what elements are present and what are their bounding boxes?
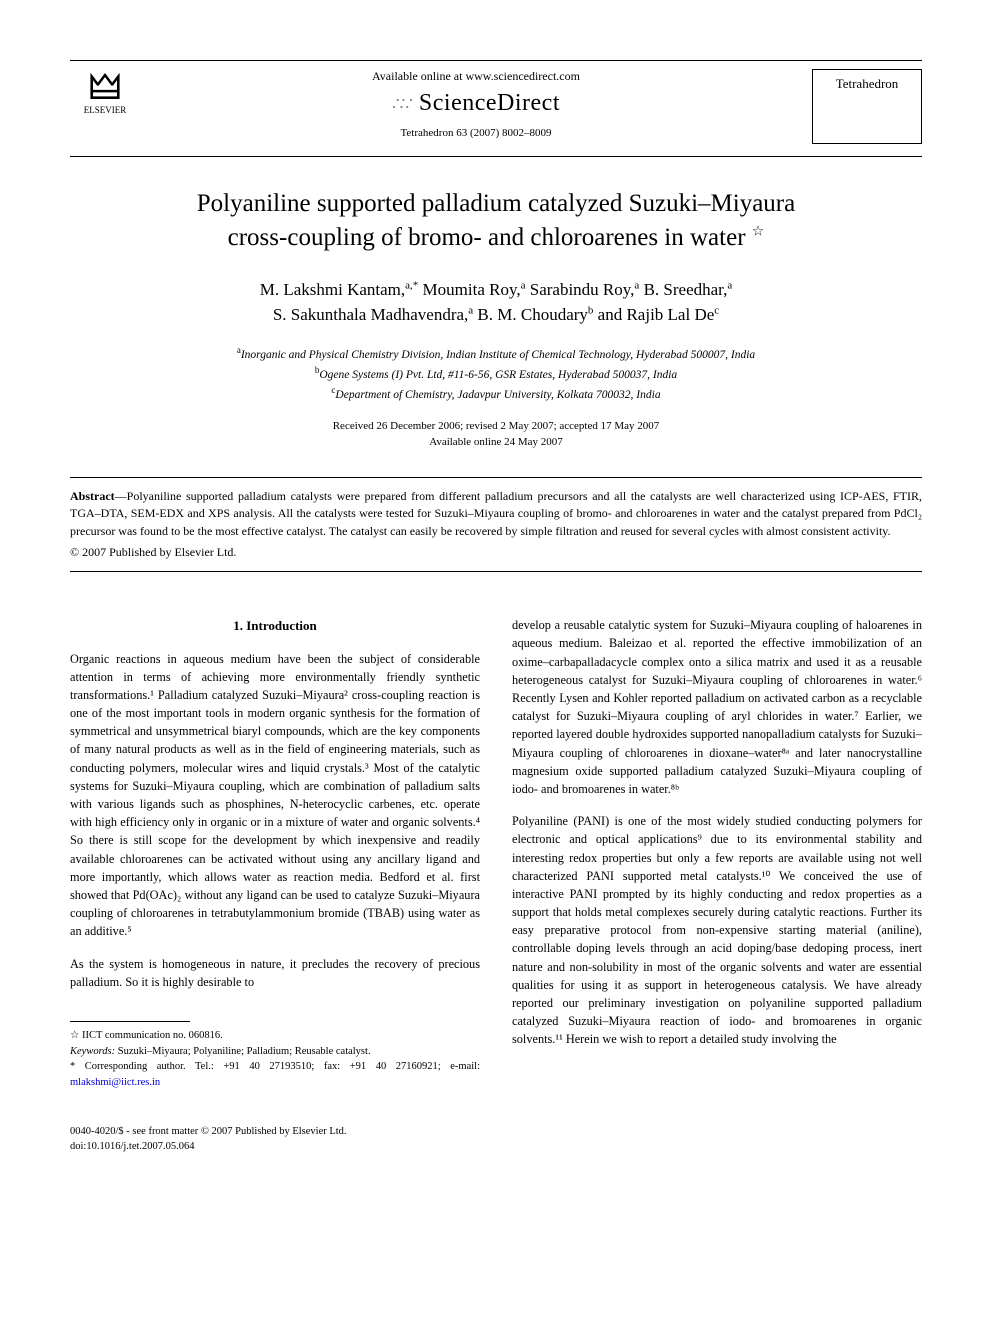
- journal-header: 🜲 ELSEVIER Available online at www.scien…: [70, 60, 922, 157]
- title-footnote-star-icon: ☆: [752, 224, 765, 239]
- abstract-label: Abstract: [70, 489, 115, 503]
- keywords-line: Keywords: Suzuki–Miyaura; Polyaniline; P…: [70, 1044, 480, 1060]
- abstract-text: —Polyaniline supported palladium catalys…: [70, 489, 922, 538]
- article-dates: Received 26 December 2006; revised 2 May…: [70, 418, 922, 451]
- publisher-name: ELSEVIER: [70, 105, 140, 115]
- affiliation-b: bOgene Systems (I) Pvt. Ltd, #11-6-56, G…: [70, 364, 922, 384]
- title-line-1: Polyaniline supported palladium catalyze…: [197, 190, 795, 217]
- abstract-block: Abstract—Polyaniline supported palladium…: [70, 477, 922, 573]
- section-heading-introduction: 1. Introduction: [70, 616, 480, 635]
- journal-name: Tetrahedron: [836, 76, 899, 91]
- affiliation-a: aInorganic and Physical Chemistry Divisi…: [70, 344, 922, 364]
- title-line-2: cross-coupling of bromo- and chloroarene…: [228, 224, 746, 251]
- doi-line: doi:10.1016/j.tet.2007.05.064: [70, 1140, 922, 1155]
- corresponding-text: * Corresponding author. Tel.: +91 40 271…: [70, 1061, 480, 1072]
- sd-dots-icon: ∴∵: [392, 94, 411, 115]
- affiliations-block: aInorganic and Physical Chemistry Divisi…: [70, 344, 922, 404]
- column-right: develop a reusable catalytic system for …: [512, 616, 922, 1091]
- intro-paragraph-2: As the system is homogeneous in nature, …: [70, 955, 480, 991]
- sd-brand-text: ScienceDirect: [419, 90, 560, 116]
- column-left: 1. Introduction Organic reactions in aqu…: [70, 616, 480, 1091]
- keywords-text: Suzuki–Miyaura; Polyaniline; Palladium; …: [115, 1046, 370, 1057]
- intro-paragraph-1: Organic reactions in aqueous medium have…: [70, 650, 480, 941]
- corresponding-email-link[interactable]: mlakshmi@iict.res.in: [70, 1077, 160, 1088]
- header-center: Available online at www.sciencedirect.co…: [140, 69, 812, 139]
- abstract-copyright: © 2007 Published by Elsevier Ltd.: [70, 544, 922, 561]
- body-columns: 1. Introduction Organic reactions in aqu…: [70, 616, 922, 1091]
- intro-paragraph-4: Polyaniline (PANI) is one of the most wi…: [512, 812, 922, 1048]
- intro-paragraph-3: develop a reusable catalytic system for …: [512, 616, 922, 798]
- journal-cover-box: Tetrahedron: [812, 69, 922, 144]
- page-footer: 0040-4020/$ - see front matter © 2007 Pu…: [70, 1125, 922, 1154]
- citation-line: Tetrahedron 63 (2007) 8002–8009: [160, 127, 792, 139]
- publisher-logo: 🜲 ELSEVIER: [70, 69, 140, 115]
- affiliation-c: cDepartment of Chemistry, Jadavpur Unive…: [70, 384, 922, 404]
- available-online-text: Available online at www.sciencedirect.co…: [160, 69, 792, 84]
- keywords-label: Keywords:: [70, 1046, 115, 1057]
- communication-number: ☆ IICT communication no. 060816.: [70, 1028, 480, 1044]
- authors-line-1: M. Lakshmi Kantam,a,* Moumita Roy,a Sara…: [70, 277, 922, 303]
- sciencedirect-logo: ∴∵ ScienceDirect: [160, 90, 792, 117]
- footnote-rule: [70, 1021, 190, 1022]
- online-date: Available online 24 May 2007: [70, 434, 922, 451]
- corresponding-author: * Corresponding author. Tel.: +91 40 271…: [70, 1059, 480, 1091]
- footnotes-block: ☆ IICT communication no. 060816. Keyword…: [70, 1028, 480, 1091]
- received-date: Received 26 December 2006; revised 2 May…: [70, 418, 922, 435]
- authors-line-2: S. Sakunthala Madhavendra,a B. M. Chouda…: [70, 302, 922, 328]
- front-matter-line: 0040-4020/$ - see front matter © 2007 Pu…: [70, 1125, 922, 1140]
- elsevier-tree-icon: 🜲: [70, 69, 140, 105]
- article-title: Polyaniline supported palladium catalyze…: [70, 187, 922, 255]
- authors-block: M. Lakshmi Kantam,a,* Moumita Roy,a Sara…: [70, 277, 922, 328]
